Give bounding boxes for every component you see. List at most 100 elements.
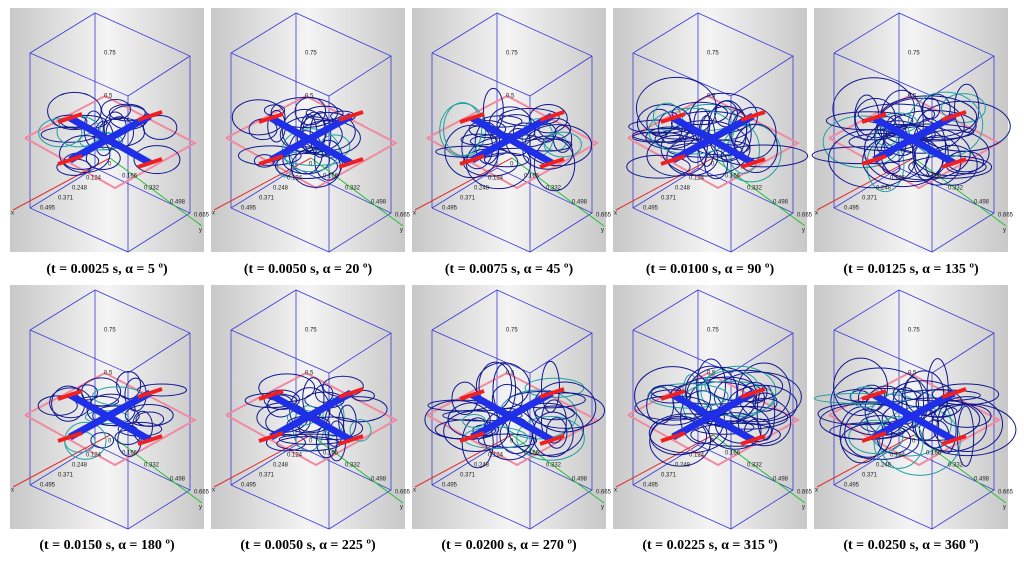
streamline [873, 416, 924, 469]
x-axis-name: x [815, 488, 818, 494]
y-axis [310, 157, 404, 227]
x-axis [816, 157, 915, 211]
z-tick-label: 0 [711, 439, 715, 445]
z-tick-label: 0 [510, 162, 514, 168]
drone-arm [269, 112, 353, 164]
x-tick-label: 0.248 [876, 463, 892, 469]
y-tick-label: 0.498 [974, 477, 990, 483]
x-tick-label: 0.371 [460, 473, 476, 479]
y-axis-name: y [199, 228, 202, 234]
streamline [38, 118, 83, 148]
rotor [137, 157, 163, 169]
streamline [274, 153, 338, 180]
y-axis-name: y [400, 505, 403, 511]
rotor [660, 389, 686, 401]
x-tick-label: 0.495 [40, 206, 56, 212]
y-tick-label: 0.332 [144, 186, 160, 192]
rotor [941, 157, 967, 169]
z-tick-label: 0.5 [707, 94, 716, 100]
streamline [648, 107, 735, 155]
streamline [522, 135, 574, 170]
x-tick-label: 0.495 [442, 206, 458, 212]
streamline [124, 403, 174, 427]
streamline [136, 383, 187, 397]
x-tick-label: 0.495 [844, 206, 860, 212]
streamline [528, 104, 568, 134]
z-tick-label: 0 [309, 439, 313, 445]
z-tick-label: 0 [108, 439, 112, 445]
y-axis-name: y [1003, 505, 1006, 511]
y-tick-label: 0.498 [974, 200, 990, 206]
rotor [338, 387, 364, 399]
x-tick-label: 0.124 [689, 453, 705, 459]
streamline [634, 366, 711, 426]
x-tick-label: 0.124 [86, 176, 102, 182]
caption: (t = 0.0050 s, α = 20 º) [244, 262, 373, 277]
y-axis-name: y [400, 228, 403, 234]
streamline [90, 432, 115, 449]
x-axis-name: x [614, 211, 617, 217]
z-tick-label: 0.5 [104, 94, 113, 100]
x-tick-label: 0.124 [890, 453, 906, 459]
x-axis-name: x [11, 488, 14, 494]
streamline [925, 144, 978, 186]
streamline [645, 126, 695, 150]
y-tick-label: 0.332 [546, 463, 562, 469]
rotor [941, 434, 967, 446]
y-axis [109, 434, 203, 504]
streamline [133, 145, 181, 175]
y-tick-label: 0.498 [773, 200, 789, 206]
streamline [237, 145, 302, 166]
z-tick-label: 0 [108, 162, 112, 168]
x-axis [414, 434, 513, 488]
rotor [137, 387, 163, 399]
streamline [460, 133, 498, 146]
z-tick-label: 0.5 [908, 94, 917, 100]
streamline [742, 381, 768, 404]
streamline [279, 116, 343, 154]
streamline [737, 397, 792, 447]
y-tick-label: 0.665 [194, 490, 210, 496]
streamline [908, 155, 993, 179]
streamline [881, 397, 981, 442]
drone-arm [671, 112, 755, 164]
rotor [459, 154, 485, 166]
x-axis-name: x [212, 488, 215, 494]
streamline [915, 388, 963, 418]
streamline [813, 392, 912, 404]
streamline [832, 77, 916, 141]
streamline [349, 419, 372, 442]
streamline [720, 144, 809, 168]
x-tick-label: 0.371 [862, 473, 878, 479]
streamline [289, 387, 331, 433]
drone-arm [872, 389, 956, 441]
z-tick-label: 0.5 [908, 371, 917, 377]
y-tick-label: 0.332 [546, 186, 562, 192]
z-tick-label: 0.75 [908, 51, 920, 57]
x-tick-label: 0.371 [862, 196, 878, 202]
y-tick-label: 0.665 [596, 490, 612, 496]
y-tick-label: 0.166 [122, 174, 138, 180]
streamline [462, 413, 486, 428]
z-tick-label: 0.5 [305, 94, 314, 100]
rotor [137, 110, 163, 122]
x-tick-label: 0.124 [890, 176, 906, 182]
y-axis [913, 157, 1007, 227]
y-tick-label: 0.166 [926, 174, 942, 180]
streamline [49, 387, 92, 419]
x-tick-label: 0.371 [661, 473, 677, 479]
z-tick-label: 0.75 [506, 51, 518, 57]
x-tick-label: 0.248 [72, 186, 88, 192]
rotor [941, 387, 967, 399]
x-tick-label: 0.248 [474, 463, 490, 469]
streamline [508, 390, 586, 409]
rotor [539, 387, 565, 399]
x-tick-label: 0.495 [643, 483, 659, 489]
x-tick-label: 0.495 [40, 483, 56, 489]
y-tick-label: 0.498 [170, 200, 186, 206]
x-tick-label: 0.371 [58, 473, 74, 479]
rotor [57, 154, 83, 166]
